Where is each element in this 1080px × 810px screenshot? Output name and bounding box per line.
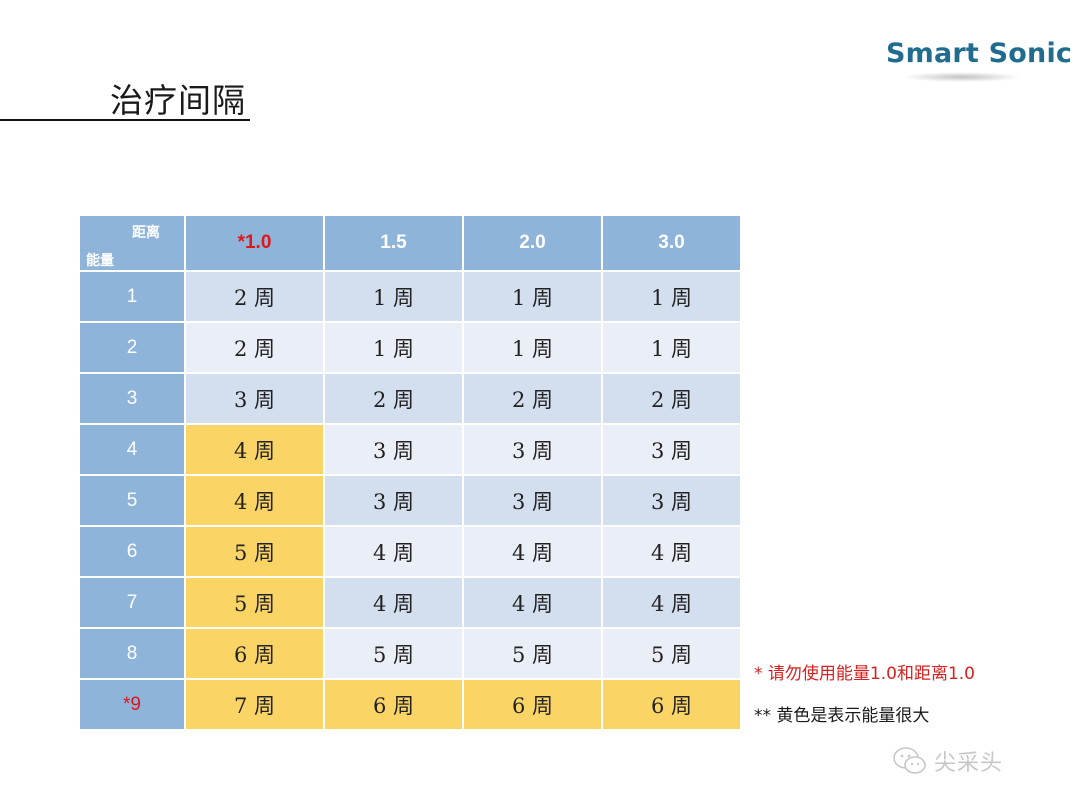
table-cell: 3 周 <box>603 425 740 474</box>
table-cell-highlight: 4 周 <box>186 425 323 474</box>
table-row: 6 5 周 4 周 4 周 4 周 <box>80 527 740 576</box>
table-cell: 5 周 <box>464 629 601 678</box>
table-cell: 5 周 <box>603 629 740 678</box>
row-label: *9 <box>80 680 184 729</box>
table-cell: 4 周 <box>603 578 740 627</box>
row-label: 8 <box>80 629 184 678</box>
table-cell: 1 周 <box>603 323 740 372</box>
distance-label: 距离 <box>132 224 160 240</box>
watermark: 尖采头 <box>892 745 1003 777</box>
note-warning: * 请勿使用能量1.0和距离1.0 <box>754 664 975 684</box>
column-header-3-0: 3.0 <box>603 216 740 270</box>
table-cell: 4 周 <box>464 578 601 627</box>
table-cell: 4 周 <box>325 578 462 627</box>
table-row: 8 6 周 5 周 5 周 5 周 <box>80 629 740 678</box>
table-cell: 2 周 <box>325 374 462 423</box>
column-header-2-0: 2.0 <box>464 216 601 270</box>
energy-label: 能量 <box>86 252 114 268</box>
table-cell: 4 周 <box>464 527 601 576</box>
watermark-text: 尖采头 <box>934 751 1004 776</box>
wechat-icon <box>893 747 926 774</box>
row-label: 6 <box>80 527 184 576</box>
table-cell: 3 周 <box>603 476 740 525</box>
table-cell: 4 周 <box>325 527 462 576</box>
note-yellow-legend: ** 黄色是表示能量很大 <box>754 706 930 726</box>
smart-sonic-logo: Smart Sonic <box>886 38 1073 69</box>
table-cell-highlight: 6 周 <box>603 680 740 729</box>
table-row: *9 7 周 6 周 6 周 6 周 <box>80 680 740 729</box>
table-cell: 2 周 <box>186 272 323 321</box>
table-cell: 1 周 <box>603 272 740 321</box>
treatment-interval-table: 距离 能量 *1.0 1.5 2.0 3.0 1 2 周 1 周 1 周 1 周… <box>78 214 742 731</box>
row-label: 3 <box>80 374 184 423</box>
table-row: 2 2 周 1 周 1 周 1 周 <box>80 323 740 372</box>
table-cell-highlight: 4 周 <box>186 476 323 525</box>
table-row: 1 2 周 1 周 1 周 1 周 <box>80 272 740 321</box>
table-cell-highlight: 6 周 <box>186 629 323 678</box>
title-underline <box>0 119 250 121</box>
table-cell-highlight: 5 周 <box>186 578 323 627</box>
table-cell: 3 周 <box>464 425 601 474</box>
header-row: 距离 能量 *1.0 1.5 2.0 3.0 <box>80 216 740 270</box>
table-cell: 3 周 <box>325 425 462 474</box>
row-label: 4 <box>80 425 184 474</box>
table-cell: 2 周 <box>603 374 740 423</box>
table-row: 3 3 周 2 周 2 周 2 周 <box>80 374 740 423</box>
table-cell: 3 周 <box>464 476 601 525</box>
row-label: 7 <box>80 578 184 627</box>
table-cell: 1 周 <box>464 323 601 372</box>
table-cell: 1 周 <box>325 272 462 321</box>
table-cell: 1 周 <box>464 272 601 321</box>
slide-title: 治疗间隔 <box>110 81 246 120</box>
column-header-1-5: 1.5 <box>325 216 462 270</box>
table-cell-highlight: 7 周 <box>186 680 323 729</box>
row-label: 5 <box>80 476 184 525</box>
column-header-1-0: *1.0 <box>186 216 323 270</box>
table-cell: 5 周 <box>325 629 462 678</box>
row-label: 2 <box>80 323 184 372</box>
table-cell-highlight: 5 周 <box>186 527 323 576</box>
table-cell: 2 周 <box>186 323 323 372</box>
corner-header-cell: 距离 能量 <box>80 216 184 270</box>
row-label: 1 <box>80 272 184 321</box>
table-cell-highlight: 6 周 <box>464 680 601 729</box>
table-row: 4 4 周 3 周 3 周 3 周 <box>80 425 740 474</box>
table-cell: 2 周 <box>464 374 601 423</box>
table-cell: 3 周 <box>325 476 462 525</box>
table-cell-highlight: 6 周 <box>325 680 462 729</box>
logo-shadow <box>902 72 1022 82</box>
table-row: 5 4 周 3 周 3 周 3 周 <box>80 476 740 525</box>
table-cell: 3 周 <box>186 374 323 423</box>
table-cell: 1 周 <box>325 323 462 372</box>
table-cell: 4 周 <box>603 527 740 576</box>
table-row: 7 5 周 4 周 4 周 4 周 <box>80 578 740 627</box>
